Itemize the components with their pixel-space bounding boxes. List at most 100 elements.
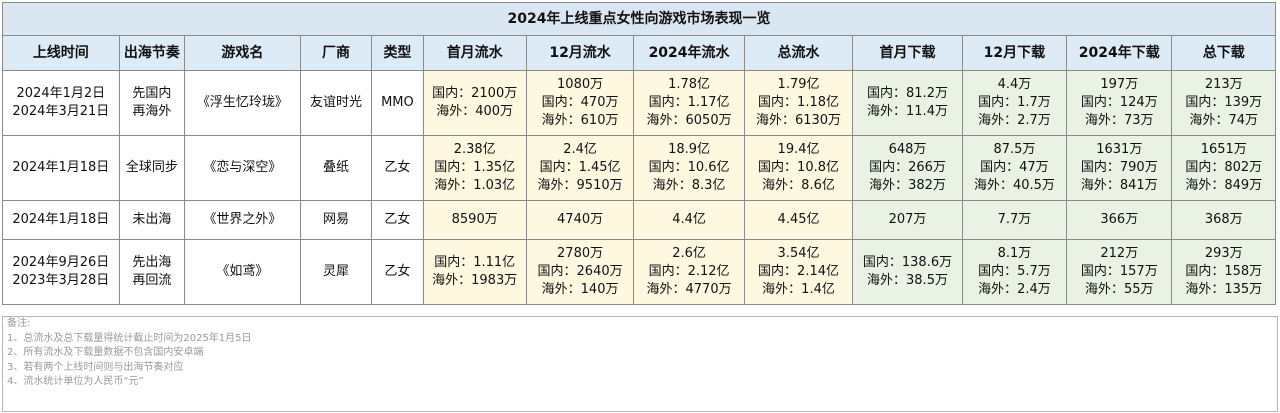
first-month-rev-cell-line: 海外：1.03亿 (434, 178, 516, 193)
first-month-dl-cell-line: 国内：138.6万 (862, 255, 953, 270)
dl-2024-cell: 366万 (1066, 200, 1173, 240)
launch-cell: 2024年1月18日 (2, 135, 120, 201)
notes-heading: 备注: (7, 318, 31, 329)
dec-dl-cell-line: 4.4万 (997, 77, 1032, 92)
dl-2024-cell-line: 212万 (1100, 246, 1139, 261)
dl-2024-cell: 197万 国内：124万 海外：73万 (1066, 70, 1173, 136)
first-month-rev-cell: 国内：1.11亿 海外：1983万 (422, 239, 527, 305)
launch-cell-line: 2024年1月18日 (12, 160, 110, 175)
market-table-sheet: 2024年上线重点女性向游戏市场表现一览 上线时间 出海节奏 游戏名 厂商 类型… (2, 2, 1276, 305)
first-month-dl-cell-line: 国内：81.2万 (867, 86, 948, 101)
first-month-dl-cell-line: 207万 (888, 212, 927, 227)
vendor-cell: 叠纸 (299, 135, 373, 201)
first-month-dl-cell-line: 海外：382万 (869, 178, 946, 193)
dec-dl-cell-line: 8.1万 (997, 246, 1032, 261)
total-rev-cell-line: 国内：2.14亿 (758, 264, 839, 279)
dl-2024-cell-line: 197万 (1100, 77, 1139, 92)
dec-rev-cell: 4740万 (525, 200, 635, 240)
header-dec-dl: 12月下载 (961, 35, 1068, 71)
total-dl-cell-line: 368万 (1204, 212, 1243, 227)
total-dl-cell: 213万 国内：139万 海外：74万 (1171, 70, 1276, 136)
total-rev-cell: 19.4亿 国内：10.8亿 海外：8.6亿 (743, 135, 854, 201)
table-title: 2024年上线重点女性向游戏市场表现一览 (2, 2, 1276, 36)
rev-2024-cell-line: 海外：4770万 (646, 282, 732, 297)
total-rev-cell-line: 3.54亿 (777, 246, 820, 261)
total-dl-cell-line: 国内：802万 (1185, 160, 1263, 175)
dl-2024-cell-line: 海外：841万 (1080, 178, 1158, 193)
total-dl-cell: 293万 国内：158万 海外：135万 (1171, 239, 1276, 305)
dec-dl-cell: 4.4万 国内：1.7万 海外：2.7万 (961, 70, 1068, 136)
total-dl-cell-line: 213万 (1204, 77, 1243, 92)
dec-dl-cell: 7.7万 (961, 200, 1068, 240)
rhythm-cell: 先国内 再海外 (118, 70, 186, 136)
total-rev-cell: 1.79亿 国内：1.18亿 海外：6130万 (743, 70, 854, 136)
header-type: 类型 (371, 35, 424, 71)
total-rev-cell-line: 4.45亿 (777, 212, 820, 227)
table-row: 2024年1月18日 未出海 《世界之外》 网易 乙女 8590万 4740万 4.4亿 4.4… (2, 200, 1276, 240)
rev-2024-cell-line: 国内：1.17亿 (648, 95, 730, 110)
first-month-rev-cell: 8590万 (422, 200, 527, 240)
rev-2024-cell-line: 18.9亿 (668, 142, 711, 157)
game-cell: 《世界之外》 (184, 200, 301, 240)
header-vendor: 厂商 (299, 35, 373, 71)
launch-cell-line: 2024年9月26日 (12, 255, 110, 270)
total-rev-cell-line: 海外：8.6亿 (762, 178, 835, 193)
dec-dl-cell-line: 国内：1.7万 (978, 95, 1051, 110)
dl-2024-cell-line: 国内：124万 (1080, 95, 1158, 110)
rev-2024-cell: 18.9亿 国内：10.6亿 海外：8.3亿 (633, 135, 745, 201)
dec-rev-cell-line: 海外：610万 (541, 113, 619, 128)
dec-rev-cell-line: 2.4亿 (563, 142, 597, 157)
dl-2024-cell-line: 1631万 (1096, 142, 1143, 157)
dec-dl-cell-line: 87.5万 (993, 142, 1036, 157)
rhythm-cell-line: 先出海 (132, 255, 172, 270)
launch-cell: 2024年9月26日 2023年3月28日 (2, 239, 120, 305)
rhythm-cell: 全球同步 (118, 135, 186, 201)
dl-2024-cell: 1631万 国内：790万 海外：841万 (1066, 135, 1173, 201)
total-rev-cell: 3.54亿 国内：2.14亿 海外：1.4亿 (743, 239, 854, 305)
first-month-dl-cell-line: 648万 (888, 142, 927, 157)
rhythm-cell-line: 全球同步 (125, 160, 178, 175)
dec-rev-cell-line: 国内：2640万 (537, 264, 623, 279)
table-row: 2024年1月2日 2024年3月21日 先国内 再海外 《浮生忆玲珑》 友谊时光 MMO 国… (2, 70, 1276, 136)
dec-rev-cell-line: 国内：470万 (541, 95, 619, 110)
market-table: 2024年上线重点女性向游戏市场表现一览 上线时间 出海节奏 游戏名 厂商 类型… (2, 2, 1276, 305)
rhythm-cell-line: 未出海 (132, 212, 172, 227)
dl-2024-cell: 212万 国内：157万 海外：55万 (1066, 239, 1173, 305)
launch-cell: 2024年1月2日 2024年3月21日 (2, 70, 120, 136)
launch-cell-line: 2024年1月18日 (12, 212, 110, 227)
rhythm-cell-line: 再回流 (132, 273, 172, 288)
first-month-dl-cell: 207万 (852, 200, 963, 240)
dl-2024-cell-line: 366万 (1100, 212, 1139, 227)
total-dl-cell-line: 293万 (1204, 246, 1243, 261)
first-month-rev-cell: 国内：2100万 海外：400万 (422, 70, 527, 136)
first-month-rev-cell-line: 海外：400万 (436, 104, 514, 119)
total-rev-cell: 4.45亿 (743, 200, 854, 240)
dec-rev-cell-line: 国内：1.45亿 (539, 160, 621, 175)
launch-cell-line: 2024年1月2日 (16, 86, 106, 101)
note-2: 2、所有流水及下载量数据不包含国内安卓端 (7, 347, 204, 359)
total-rev-cell-line: 国内：1.18亿 (758, 95, 839, 110)
dl-2024-cell-line: 国内：157万 (1080, 264, 1158, 279)
header-row: 上线时间 出海节奏 游戏名 厂商 类型 首月流水 12月流水 2024年流水 总… (2, 35, 1276, 71)
first-month-rev-cell-line: 国内：1.35亿 (434, 160, 516, 175)
header-total-dl: 总下载 (1171, 35, 1276, 71)
rev-2024-cell-line: 国内：10.6亿 (648, 160, 730, 175)
rev-2024-cell-line: 2.6亿 (672, 246, 706, 261)
vendor-cell: 友谊时光 (299, 70, 373, 136)
header-launch: 上线时间 (2, 35, 120, 71)
rev-2024-cell: 1.78亿 国内：1.17亿 海外：6050万 (633, 70, 745, 136)
rev-2024-cell-line: 1.78亿 (668, 77, 711, 92)
header-rev-2024: 2024年流水 (633, 35, 745, 71)
dec-dl-cell-line: 7.7万 (997, 212, 1032, 227)
dec-dl-cell: 8.1万 国内：5.7万 海外：2.4万 (961, 239, 1068, 305)
first-month-rev-cell: 2.38亿 国内：1.35亿 海外：1.03亿 (422, 135, 527, 201)
launch-cell-line: 2024年3月21日 (12, 104, 110, 119)
first-month-dl-cell-line: 国内：266万 (869, 160, 946, 175)
note-3: 3、若有两个上线时间则与出海节奏对应 (7, 361, 184, 373)
game-cell: 《浮生忆玲珑》 (184, 70, 301, 136)
type-cell: 乙女 (371, 200, 424, 240)
header-dl-2024: 2024年下载 (1066, 35, 1173, 71)
dec-dl-cell-line: 国内：47万 (980, 160, 1049, 175)
header-rhythm: 出海节奏 (118, 35, 186, 71)
dec-rev-cell: 2780万 国内：2640万 海外：140万 (525, 239, 635, 305)
